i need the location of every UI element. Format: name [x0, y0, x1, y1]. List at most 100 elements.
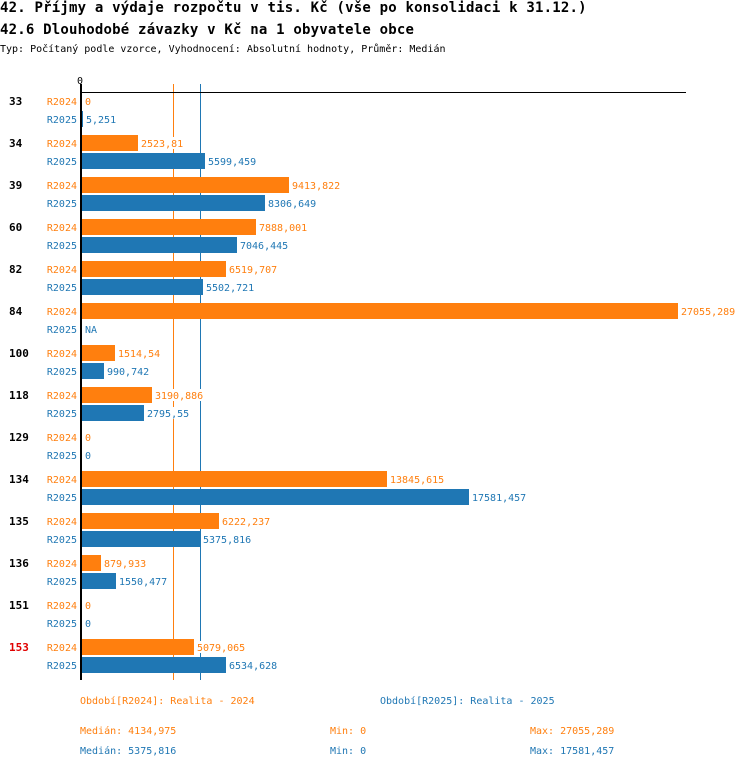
bar-r2025 [82, 153, 205, 169]
value-label-r2024: 27055,289 [681, 307, 735, 318]
value-label-r2024: 1514,54 [118, 349, 160, 360]
value-label-r2024: 6519,707 [229, 265, 277, 276]
stat-max-r2025: Max: 17581,457 [530, 746, 615, 757]
value-label-r2025: 5375,816 [203, 535, 251, 546]
value-label-bg [389, 473, 447, 485]
bar-r2024 [82, 135, 138, 151]
value-label-r2024: 0 [85, 601, 91, 612]
value-label-bg [205, 281, 257, 293]
category-label: 135 [9, 515, 29, 528]
value-label-r2024: 13845,615 [390, 475, 444, 486]
bar-r2024 [82, 513, 219, 529]
value-label-r2024: 879,933 [104, 559, 146, 570]
value-label-bg [202, 533, 254, 545]
bar-r2024 [82, 387, 152, 403]
value-label-bg [291, 179, 343, 191]
category-label: 129 [9, 431, 29, 444]
series-label-r2025: R2025 [47, 199, 77, 210]
value-label-bg [106, 365, 152, 377]
bar-r2024 [82, 345, 115, 361]
series-label-r2024: R2024 [47, 433, 77, 444]
series-label-r2024: R2024 [47, 601, 77, 612]
value-label-r2025: 8306,649 [268, 199, 316, 210]
value-label-bg [84, 95, 93, 107]
value-label-r2025: 0 [85, 451, 91, 462]
bar-r2024 [82, 471, 387, 487]
bar-r2024 [82, 261, 226, 277]
bar-r2025 [82, 573, 116, 589]
value-label-r2025: 5502,721 [206, 283, 254, 294]
value-label-r2024: 6222,237 [222, 517, 270, 528]
value-label-r2025: 5,251 [86, 115, 116, 126]
bar-r2025 [82, 195, 265, 211]
bar-r2025 [82, 531, 200, 547]
series-label-r2025: R2025 [47, 535, 77, 546]
value-label-r2025: 6534,628 [229, 661, 277, 672]
category-label: 151 [9, 599, 29, 612]
category-label: 82 [9, 263, 22, 276]
category-label: 34 [9, 137, 23, 150]
value-label-r2024: 7888,001 [259, 223, 307, 234]
value-label-bg [680, 305, 738, 317]
category-label: 136 [9, 557, 29, 570]
value-label-bg [118, 575, 170, 587]
series-label-r2025: R2025 [47, 325, 77, 336]
bar-r2025 [82, 405, 144, 421]
value-label-bg [196, 641, 248, 653]
category-label: 134 [9, 473, 29, 486]
value-label-r2025: 17581,457 [472, 493, 526, 504]
value-label-bg [258, 221, 310, 233]
series-label-r2024: R2024 [47, 475, 77, 486]
chart-title: 42.6 Dlouhodobé závazky v Kč na 1 obyvat… [0, 22, 415, 38]
series-label-r2025: R2025 [47, 451, 77, 462]
value-label-bg [221, 515, 273, 527]
series-label-r2025: R2025 [47, 115, 77, 126]
value-label-bg [103, 557, 149, 569]
value-label-bg [239, 239, 291, 251]
value-label-bg [154, 389, 206, 401]
series-label-r2025: R2025 [47, 367, 77, 378]
value-label-r2025: 990,742 [107, 367, 149, 378]
report-title: 42. Příjmy a výdaje rozpočtu v tis. Kč (… [0, 0, 587, 16]
value-label-bg [207, 155, 259, 167]
series-label-r2024: R2024 [47, 559, 77, 570]
series-label-r2024: R2024 [47, 97, 77, 108]
value-label-r2024: 0 [85, 433, 91, 444]
stat-min-r2025: Min: 0 [330, 746, 367, 757]
series-label-r2025: R2025 [47, 283, 77, 294]
value-label-r2024: 3190,886 [155, 391, 203, 402]
value-label-bg [228, 659, 280, 671]
value-label-r2024: 5079,065 [197, 643, 245, 654]
category-label: 100 [9, 347, 29, 360]
bar-r2024 [82, 555, 101, 571]
series-label-r2024: R2024 [47, 517, 77, 528]
value-label-bg [140, 137, 186, 149]
category-label: 39 [9, 179, 22, 192]
series-label-r2024: R2024 [47, 181, 77, 192]
series-label-r2025: R2025 [47, 157, 77, 168]
value-label-r2025: 0 [85, 619, 91, 630]
bar-r2024 [82, 639, 194, 655]
category-label: 118 [9, 389, 29, 402]
category-label: 153 [9, 641, 29, 654]
bar-r2025 [82, 279, 203, 295]
series-label-r2024: R2024 [47, 139, 77, 150]
series-label-r2024: R2024 [47, 643, 77, 654]
chart-meta: Typ: Počítaný podle vzorce, Vyhodnocení:… [0, 44, 446, 55]
value-label-r2024: 2523,81 [141, 139, 183, 150]
bar-r2025 [82, 363, 104, 379]
value-label-r2025: 2795,55 [147, 409, 189, 420]
series-label-r2024: R2024 [47, 391, 77, 402]
value-label-bg [117, 347, 163, 359]
stat-median-r2025: Medián: 5375,816 [80, 746, 177, 757]
value-label-bg [85, 113, 118, 125]
series-label-r2025: R2025 [47, 493, 77, 504]
value-label-bg [228, 263, 280, 275]
series-label-r2025: R2025 [47, 241, 77, 252]
bar-r2025 [82, 111, 83, 127]
value-label-r2025: 1550,477 [119, 577, 167, 588]
stat-max-r2024: Max: 27055,289 [530, 726, 615, 737]
value-label-r2025: 5599,459 [208, 157, 256, 168]
value-label-bg [471, 491, 529, 503]
